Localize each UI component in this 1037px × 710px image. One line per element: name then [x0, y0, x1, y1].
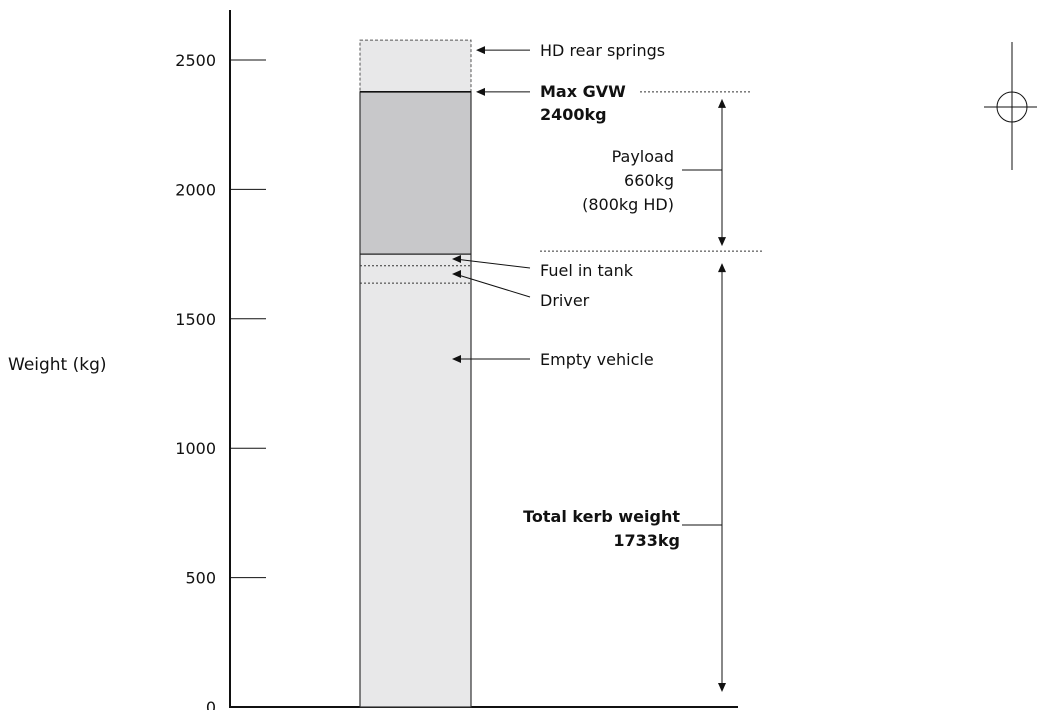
driver-arrow-line	[454, 273, 531, 298]
kerb-label: Total kerb weight	[523, 507, 680, 526]
payload-arrow-bottom	[718, 237, 726, 247]
payload-arrow-top	[718, 98, 726, 108]
hd-springs-outline	[359, 39, 472, 93]
kerb-arrow-bottom	[718, 683, 726, 692]
bar-segment-fuel-in-tank	[360, 254, 471, 266]
y-tick-label-2000: 2000	[175, 180, 216, 199]
y-tick-label-500: 500	[185, 569, 216, 588]
payload-value: 660kg	[624, 171, 674, 190]
empty-label: Empty vehicle	[540, 350, 654, 369]
kerb-arrow-top	[718, 263, 726, 273]
axes: 0 500 1000 1500 2000 2500	[175, 10, 738, 710]
bar-segment-hd-rear-springs	[360, 40, 471, 92]
kerb-value: 1733kg	[613, 531, 680, 550]
hd-springs-label: HD rear springs	[540, 41, 665, 60]
driver-arrow-head	[452, 270, 461, 278]
max-gvw-label: Max GVW	[540, 82, 626, 101]
empty-arrow-head	[452, 355, 461, 363]
max-gvw-arrow-head	[476, 87, 485, 96]
driver-label: Driver	[540, 291, 590, 310]
fuel-arrow-head	[452, 255, 461, 263]
payload-hd-value: (800kg HD)	[582, 195, 674, 214]
stacked-bar	[359, 39, 472, 708]
max-gvw-value: 2400kg	[540, 105, 607, 124]
annotations: HD rear springs Max GVW 2400kg Payload 660kg…	[452, 41, 762, 692]
bar-segment-payload	[360, 91, 471, 255]
payload-label: Payload	[612, 147, 674, 166]
y-tick-label-2500: 2500	[175, 51, 216, 70]
y-tick-label-0: 0	[206, 698, 216, 710]
y-axis-title: Weight (kg)	[8, 355, 107, 375]
hd-springs-arrow-head	[476, 46, 485, 55]
y-tick-label-1500: 1500	[175, 310, 216, 329]
bar-segment-driver	[360, 265, 471, 284]
y-tick-label-1000: 1000	[175, 439, 216, 458]
crosshair-mark	[984, 42, 1037, 170]
bar-segment-empty-vehicle	[360, 283, 471, 707]
fuel-label: Fuel in tank	[540, 261, 634, 280]
fuel-arrow-line	[454, 258, 531, 269]
